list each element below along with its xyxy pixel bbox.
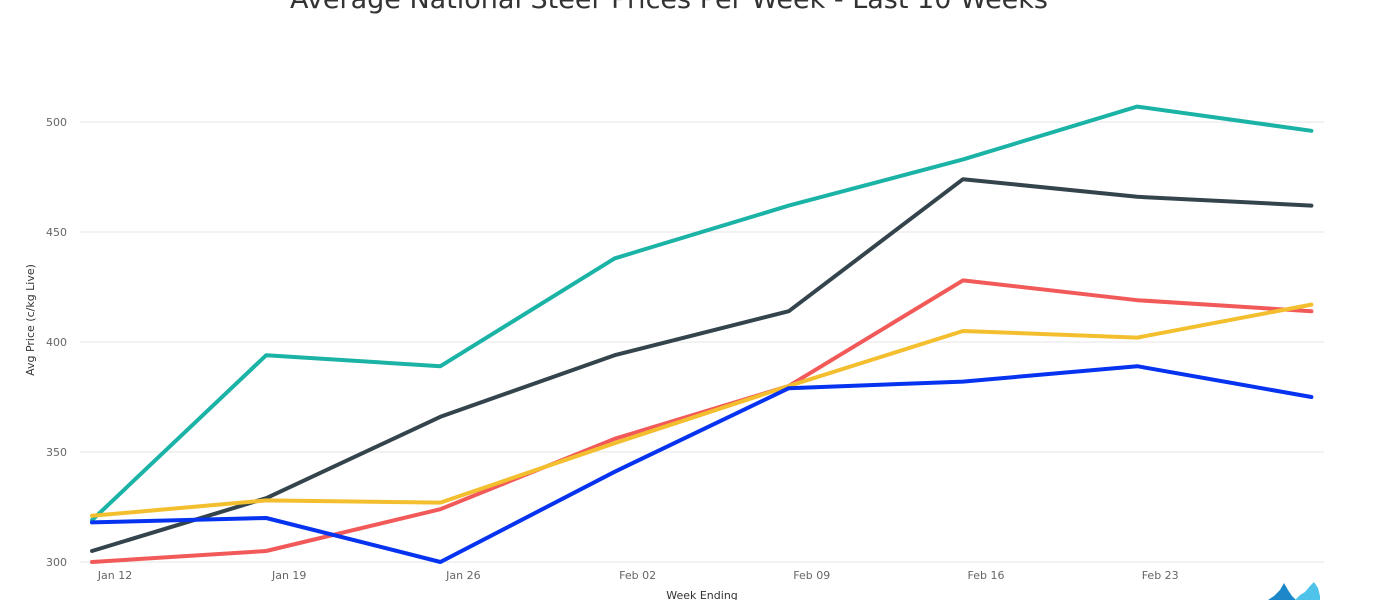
x-tick-label: Feb 23 xyxy=(1142,569,1179,582)
series-line-5 xyxy=(90,364,1314,564)
logo-left-shape xyxy=(1268,583,1296,600)
y-tick-label: 300 xyxy=(46,556,67,569)
x-tick-label: Feb 02 xyxy=(619,569,656,582)
logo-icon xyxy=(1268,582,1320,600)
y-tick-label: 500 xyxy=(46,116,67,129)
x-tick-label: Feb 16 xyxy=(968,569,1005,582)
series-line-4 xyxy=(90,302,1314,518)
chart-title: Average National Steer Prices Per Week -… xyxy=(290,0,1048,15)
y-tick-label: 450 xyxy=(46,226,67,239)
x-tick-label: Jan 12 xyxy=(97,569,132,582)
x-axis-label: Week Ending xyxy=(666,589,738,600)
series-line-1 xyxy=(90,104,1314,523)
x-axis-ticks: Jan 12 Jan 19 Jan 26 Feb 02 Feb 09 Feb 16 Feb … xyxy=(97,569,1179,582)
y-tick-label: 350 xyxy=(46,446,67,459)
logo-right-shape xyxy=(1295,582,1320,600)
x-tick-label: Jan 19 xyxy=(271,569,306,582)
grid xyxy=(80,121,1324,563)
series-line-3 xyxy=(90,278,1314,564)
y-axis-ticks: 300 350 400 450 500 xyxy=(46,116,67,569)
y-tick-label: 400 xyxy=(46,336,67,349)
series-lines xyxy=(90,104,1314,564)
x-tick-label: Feb 09 xyxy=(793,569,830,582)
series-line-2 xyxy=(90,177,1314,553)
y-axis-label: Avg Price (c/kg Live) xyxy=(24,264,37,376)
x-tick-label: Jan 26 xyxy=(445,569,480,582)
